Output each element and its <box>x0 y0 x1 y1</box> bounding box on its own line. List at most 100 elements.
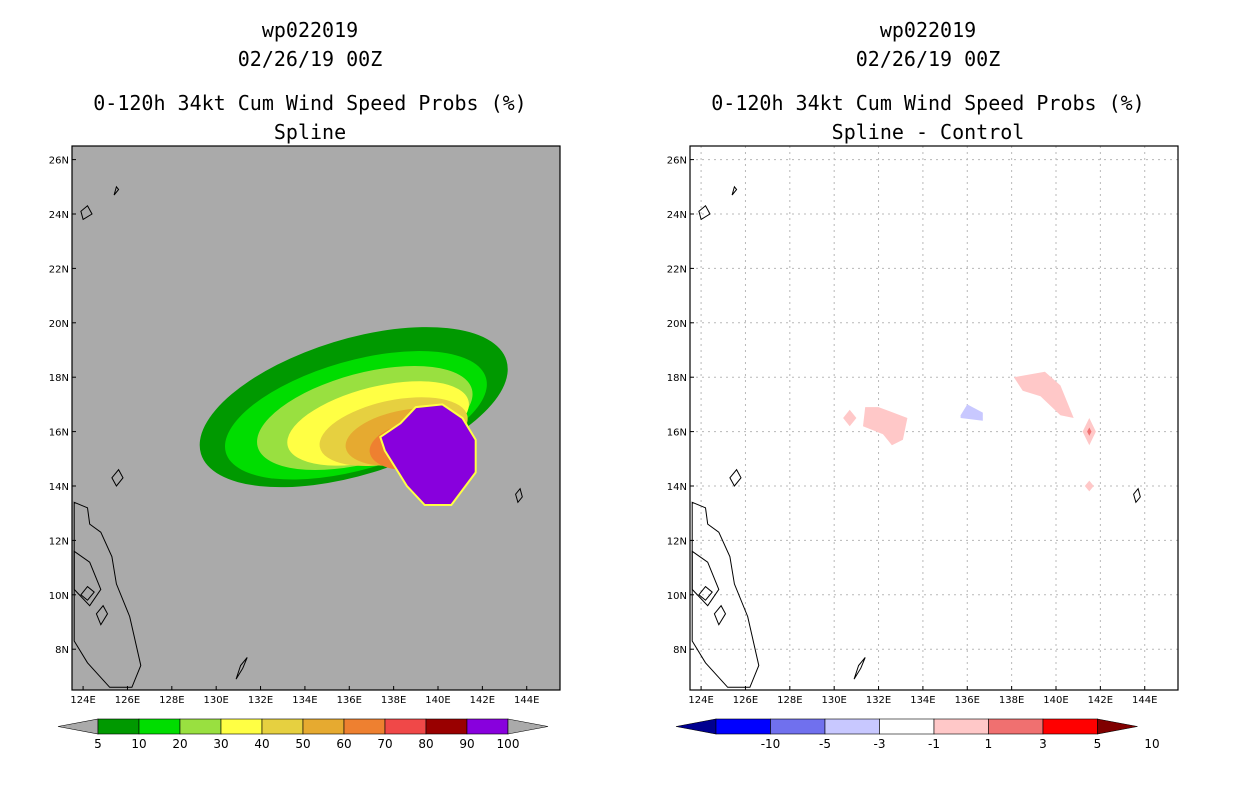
right-colorbar-label-1: 1 <box>985 737 993 751</box>
left-xtick-label-134E: 134E <box>292 695 317 706</box>
left-coastline-islet-6 <box>113 185 120 196</box>
left-colorbar-swatch-3 <box>220 718 263 735</box>
right-plot-area <box>690 146 1178 690</box>
left-colorbar-swatch-9 <box>466 718 509 735</box>
right-colorbar-swatch-2 <box>824 718 880 735</box>
left-title-date: 02/26/19 00Z <box>237 47 383 71</box>
right-colorbar-label--10: -10 <box>761 737 781 751</box>
right-colorbar-label-5: 5 <box>1094 737 1102 751</box>
left-coastline-visayas <box>73 550 102 607</box>
right-coastline-islet-2 <box>713 604 727 626</box>
left-colorbar-swatch-7 <box>384 718 427 735</box>
right-ytick-label-8N: 8N <box>673 645 687 656</box>
right-xtick-label-138E: 138E <box>999 695 1024 706</box>
left-coastline-islet-5 <box>80 205 93 221</box>
right-colorbar-swatch-3 <box>879 718 935 735</box>
difference-patch-2 <box>1013 371 1074 418</box>
right-title-date: 02/26/19 00Z <box>855 47 1001 71</box>
contour-100-percent <box>379 403 477 506</box>
left-colorbar-label-20: 20 <box>172 737 187 751</box>
left-chart-title: wp022019 02/26/19 00Z 0-120h 34kt Cum Wi… <box>50 16 570 147</box>
right-colorbar-swatch-5 <box>988 718 1044 735</box>
right-coastline-philippines <box>691 501 760 688</box>
right-xtick-label-140E: 140E <box>1043 695 1068 706</box>
right-coastline-islet-5 <box>698 205 711 221</box>
right-colorbar-label-10: 10 <box>1144 737 1159 751</box>
left-ytick-label-24N: 24N <box>49 210 69 221</box>
right-colorbar-swatch-4 <box>933 718 989 735</box>
right-colorbar-swatch-6 <box>1042 718 1098 735</box>
left-ytick-label-10N: 10N <box>49 591 69 602</box>
right-coastline-islet-0 <box>729 468 742 487</box>
right-map-background <box>690 146 1178 690</box>
difference-patch-1 <box>843 409 857 427</box>
right-colorbar-label-3: 3 <box>1039 737 1047 751</box>
right-coastline-visayas <box>691 550 720 607</box>
left-xtick-label-136E: 136E <box>337 695 362 706</box>
left-xtick-label-140E: 140E <box>425 695 450 706</box>
difference-patch-6 <box>960 404 983 421</box>
left-ytick-label-8N: 8N <box>55 645 69 656</box>
left-colorbar-swatch-2 <box>179 718 222 735</box>
right-coastline-islet-6 <box>731 185 738 196</box>
left-title-storm-id: wp022019 <box>261 18 359 42</box>
left-colorbar-label-60: 60 <box>336 737 351 751</box>
right-colorbar-high-arrow <box>1097 718 1138 735</box>
left-plot-area <box>73 185 523 688</box>
left-coastline-islet-3 <box>235 657 248 680</box>
right-colorbar-low-arrow <box>675 718 717 735</box>
right-colorbar-label--5: -5 <box>819 737 831 751</box>
right-xtick-label-130E: 130E <box>821 695 846 706</box>
left-ytick-label-14N: 14N <box>49 482 69 493</box>
right-xtick-label-124E: 124E <box>688 695 713 706</box>
left-colorbar-low-arrow <box>57 718 99 735</box>
right-title-product: 0-120h 34kt Cum Wind Speed Probs (%) <box>711 91 1145 115</box>
right-coastline-islet-4 <box>1133 487 1141 504</box>
right-colorbar-label--1: -1 <box>928 737 940 751</box>
right-colorbar-label--3: -3 <box>874 737 886 751</box>
right-ytick-label-18N: 18N <box>667 373 687 384</box>
left-map-frame <box>71 145 561 691</box>
right-xtick-label-128E: 128E <box>777 695 802 706</box>
right-colorbar-swatch-1 <box>770 718 826 735</box>
left-coastline-islet-4 <box>515 487 523 504</box>
right-xtick-label-126E: 126E <box>733 695 758 706</box>
right-colorbar-swatch-0 <box>715 718 771 735</box>
left-colorbar-swatch-4 <box>261 718 304 735</box>
right-xtick-label-144E: 144E <box>1132 695 1157 706</box>
left-xtick-label-144E: 144E <box>514 695 539 706</box>
left-colorbar-swatch-5 <box>302 718 345 735</box>
left-xtick-label-130E: 130E <box>203 695 228 706</box>
difference-patch-0 <box>863 407 908 446</box>
right-ytick-label-12N: 12N <box>667 536 687 547</box>
right-chart-title: wp022019 02/26/19 00Z 0-120h 34kt Cum Wi… <box>668 16 1188 147</box>
difference-patch-4 <box>1084 480 1094 492</box>
left-colorbar-label-70: 70 <box>377 737 392 751</box>
left-ytick-label-16N: 16N <box>49 428 69 439</box>
left-colorbar-label-50: 50 <box>295 737 310 751</box>
left-colorbar-label-40: 40 <box>254 737 269 751</box>
right-ytick-label-14N: 14N <box>667 482 687 493</box>
left-coastline-islet-2 <box>95 604 109 626</box>
left-xtick-label-142E: 142E <box>470 695 495 706</box>
left-xtick-label-138E: 138E <box>381 695 406 706</box>
left-xtick-label-126E: 126E <box>115 695 140 706</box>
left-colorbar-label-90: 90 <box>459 737 474 751</box>
difference-patch-5 <box>1087 427 1092 436</box>
left-colorbar-label-5: 5 <box>94 737 102 751</box>
left-ytick-label-12N: 12N <box>49 536 69 547</box>
left-title-product: 0-120h 34kt Cum Wind Speed Probs (%) <box>93 91 527 115</box>
right-xtick-label-134E: 134E <box>910 695 935 706</box>
right-ytick-label-20N: 20N <box>667 319 687 330</box>
left-colorbar-swatch-6 <box>343 718 386 735</box>
left-colorbar-label-10: 10 <box>131 737 146 751</box>
right-xtick-label-132E: 132E <box>866 695 891 706</box>
left-colorbar-swatch-0 <box>97 718 140 735</box>
right-coastline-islet-3 <box>853 657 866 680</box>
left-ytick-label-26N: 26N <box>49 156 69 167</box>
left-colorbar-label-80: 80 <box>418 737 433 751</box>
right-ytick-label-22N: 22N <box>667 264 687 275</box>
left-colorbar-label-30: 30 <box>213 737 228 751</box>
left-colorbar-swatch-8 <box>425 718 468 735</box>
